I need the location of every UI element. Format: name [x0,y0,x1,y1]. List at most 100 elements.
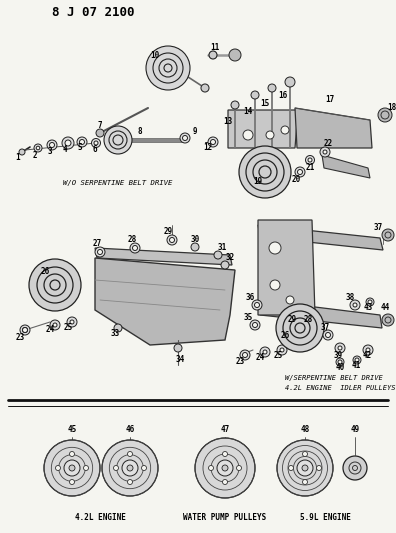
Circle shape [277,345,287,355]
Text: 32: 32 [225,254,234,262]
Circle shape [146,46,190,90]
Circle shape [236,465,242,471]
Circle shape [250,320,260,330]
Circle shape [19,149,25,155]
Circle shape [70,480,74,484]
Circle shape [209,51,217,59]
Text: 4: 4 [63,144,67,154]
Text: 47: 47 [221,425,230,434]
Circle shape [114,465,118,471]
Circle shape [326,333,331,337]
Text: W/SERPENTINE BELT DRIVE: W/SERPENTINE BELT DRIVE [285,375,383,381]
Circle shape [336,358,344,366]
Circle shape [50,142,55,148]
Polygon shape [295,108,372,148]
Circle shape [34,144,42,152]
Text: 29: 29 [287,316,297,325]
Text: 4.2L ENGINE  IDLER PULLEYS: 4.2L ENGINE IDLER PULLEYS [285,385,396,391]
Text: 37: 37 [373,223,383,232]
Circle shape [102,440,158,496]
Circle shape [260,347,270,357]
Circle shape [97,249,103,254]
Circle shape [338,360,342,364]
Circle shape [69,465,75,471]
Circle shape [316,465,322,471]
Circle shape [353,303,357,307]
Polygon shape [228,110,298,148]
Circle shape [276,304,324,352]
Text: 5.9L ENGINE: 5.9L ENGINE [299,513,350,522]
Circle shape [191,243,199,251]
Circle shape [295,167,305,177]
Circle shape [94,141,98,145]
Text: 31: 31 [217,243,227,252]
Circle shape [209,465,213,471]
Circle shape [253,322,257,327]
Circle shape [243,130,253,140]
Text: 41: 41 [351,361,361,370]
Circle shape [363,345,373,355]
Circle shape [308,158,312,162]
Circle shape [251,91,259,99]
Text: 49: 49 [350,425,360,434]
Text: 4.2L ENGINE: 4.2L ENGINE [74,513,126,522]
Circle shape [29,259,81,311]
Polygon shape [322,155,370,178]
Text: 28: 28 [128,236,137,245]
Circle shape [269,242,281,254]
Circle shape [378,108,392,122]
Circle shape [366,298,374,306]
Text: 20: 20 [291,175,301,184]
Circle shape [289,465,293,471]
Text: 48: 48 [301,425,310,434]
Text: WATER PUMP PULLEYS: WATER PUMP PULLEYS [183,513,267,522]
Circle shape [70,320,74,324]
Circle shape [382,314,394,326]
Text: 25: 25 [273,351,283,359]
Text: 23: 23 [15,333,25,342]
Polygon shape [95,248,232,265]
Text: 3: 3 [48,148,52,157]
Text: 10: 10 [150,51,160,60]
Circle shape [338,346,342,350]
Circle shape [183,135,187,141]
Text: 15: 15 [261,99,270,108]
Circle shape [214,251,222,259]
Text: 30: 30 [190,236,200,245]
Circle shape [285,77,295,87]
Circle shape [201,84,209,92]
Circle shape [368,300,372,304]
Text: 29: 29 [164,228,173,237]
Circle shape [67,317,77,327]
Text: 9: 9 [193,127,197,136]
Text: 1: 1 [16,154,20,163]
Circle shape [281,126,289,134]
Circle shape [223,480,227,484]
Polygon shape [258,220,315,315]
Text: 24: 24 [46,326,55,335]
Circle shape [62,137,74,149]
Text: 43: 43 [364,303,373,312]
Circle shape [352,465,358,471]
Circle shape [323,330,333,340]
Circle shape [217,460,233,476]
Text: 7: 7 [98,120,102,130]
Text: 16: 16 [278,91,287,100]
Circle shape [96,129,104,137]
Circle shape [53,323,57,327]
Circle shape [297,460,313,476]
Circle shape [303,451,308,456]
Text: 45: 45 [67,425,76,434]
Circle shape [280,348,284,352]
Circle shape [84,465,88,471]
Circle shape [263,350,267,354]
Text: 40: 40 [335,364,345,373]
Text: 17: 17 [326,95,335,104]
Text: 26: 26 [280,330,289,340]
Text: 42: 42 [362,351,371,359]
Text: 8: 8 [138,127,142,136]
Circle shape [231,101,239,109]
Circle shape [130,243,140,253]
Text: 34: 34 [175,356,185,365]
Text: 23: 23 [235,358,245,367]
